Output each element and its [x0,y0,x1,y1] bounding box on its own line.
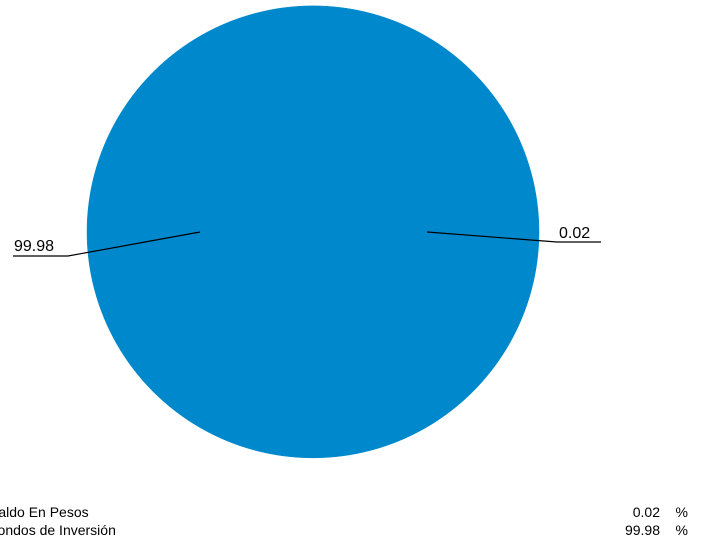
pie-slice-1 [86,5,540,459]
slice-data-label-1: 99.98 [14,238,54,255]
legend-row-fondos: Fondos de Inversión 99.98 % [0,521,702,539]
legend-label-saldo: Saldo En Pesos [0,504,89,520]
pie-callouts: 0.02 99.98 [13,225,601,257]
legend-label-fondos: Fondos de Inversión [0,522,116,538]
slice-data-label-0: 0.02 [559,225,590,242]
callout-line-1 [13,231,201,257]
chart-legend: Saldo En Pesos 0.02 % Fondos de Inversió… [0,503,702,543]
pie-slices [86,5,540,459]
legend-row-saldo: Saldo En Pesos 0.02 % [0,503,702,521]
legend-value-fondos: 99.98 [624,522,660,538]
legend-unit-fondos: % [675,522,688,538]
pie-chart: 0.02 99.98 [13,5,601,459]
legend-value-saldo: 0.02 [632,504,660,520]
legend-unit-saldo: % [675,504,688,520]
callout-line-0 [426,231,601,243]
